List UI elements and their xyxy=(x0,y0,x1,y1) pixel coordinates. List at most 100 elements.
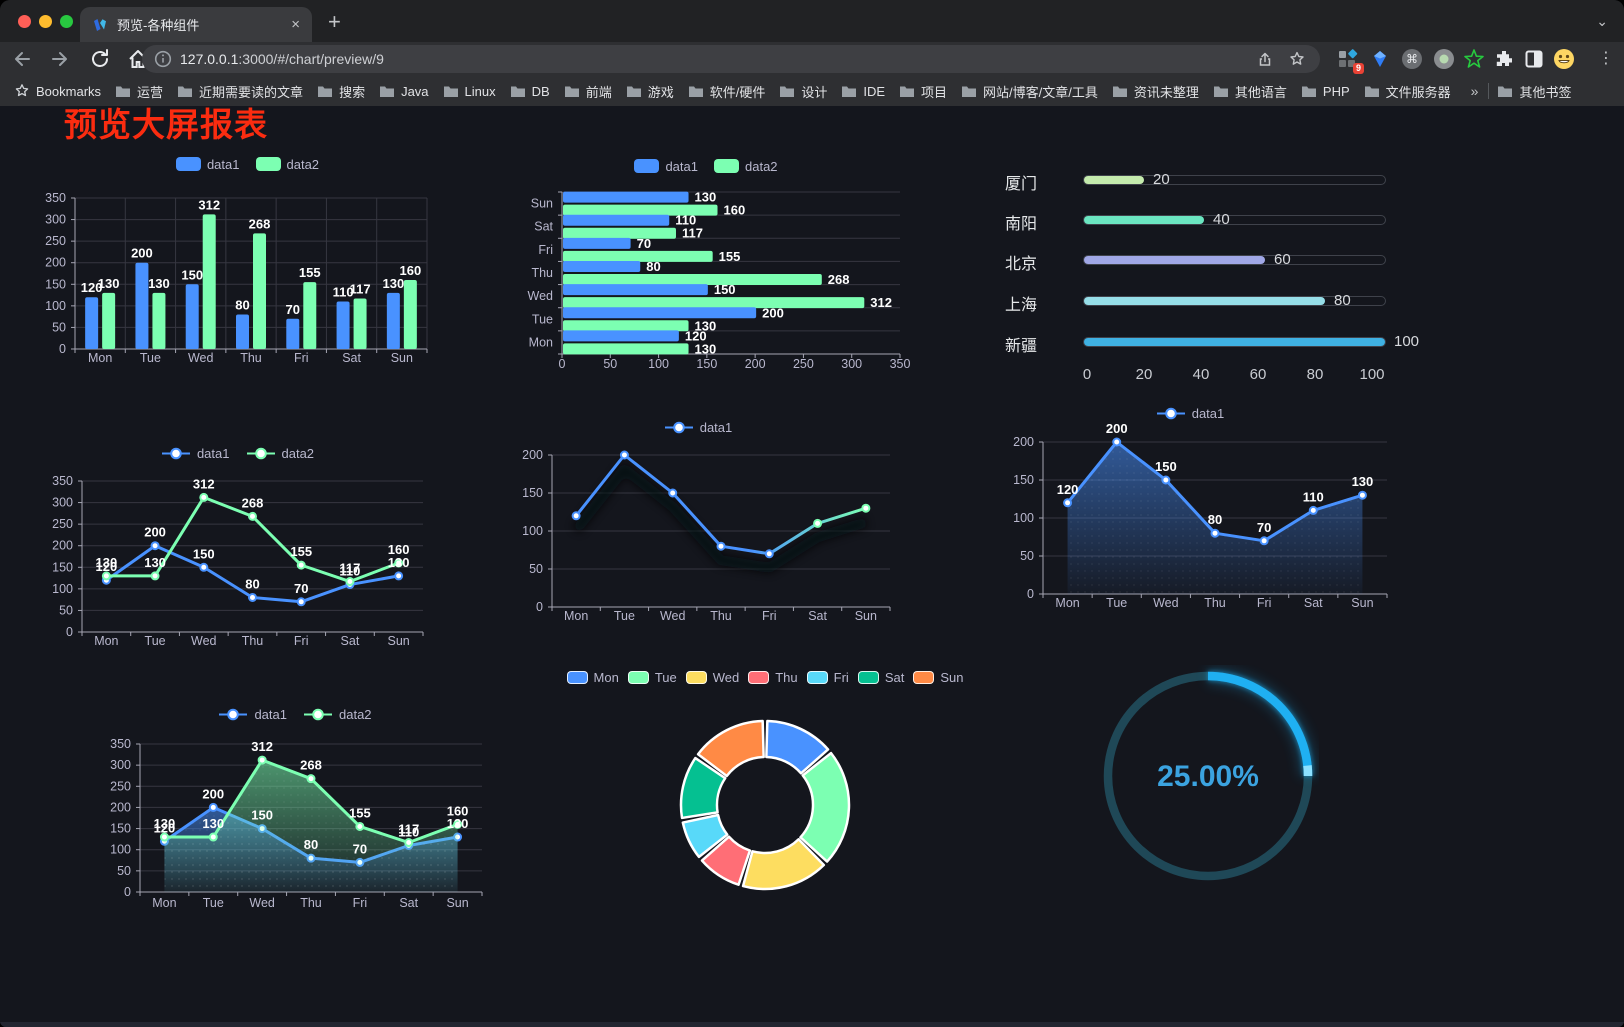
extension-dark-mode-icon[interactable] xyxy=(1522,47,1546,71)
close-window-button[interactable] xyxy=(18,15,31,28)
new-tab-button[interactable]: + xyxy=(328,9,341,34)
progress-label: 厦门 xyxy=(1004,176,1037,193)
svg-text:120: 120 xyxy=(685,328,707,343)
bookmark-folder[interactable]: 软件/硬件 xyxy=(688,82,765,101)
bookmark-folder[interactable]: 前端 xyxy=(564,82,612,101)
bookmark-folder[interactable]: 其他语言 xyxy=(1213,82,1287,101)
svg-text:Wed: Wed xyxy=(660,609,686,623)
legend-item[interactable]: data2 xyxy=(303,707,372,722)
chart-gauge[interactable]: 25.00% xyxy=(1097,665,1319,887)
bookmark-folder[interactable]: 游戏 xyxy=(626,82,674,101)
browser-menu-icon[interactable]: ⋮ xyxy=(1598,50,1614,67)
legend-item[interactable]: data2 xyxy=(714,159,778,174)
bookmark-folder[interactable]: 运营 xyxy=(115,82,163,101)
legend-item[interactable]: Thu xyxy=(748,670,798,685)
chart-line-area-double[interactable]: data1 data2 0 50 100 150 200 250 300 350 Mon Tue Wed… xyxy=(100,705,490,913)
svg-text:Sun: Sun xyxy=(388,634,410,648)
legend-item[interactable]: Sun xyxy=(913,670,963,685)
progress-value: 60 xyxy=(1274,251,1291,268)
legend-item[interactable]: Tue xyxy=(627,670,677,685)
svg-text:130: 130 xyxy=(695,190,717,205)
share-icon[interactable] xyxy=(1256,50,1274,68)
extensions-puzzle-icon[interactable] xyxy=(1492,47,1516,71)
other-bookmarks-folder[interactable]: 其他书签 xyxy=(1497,82,1571,101)
svg-text:100: 100 xyxy=(52,582,73,596)
other-bookmarks-label: 其他书签 xyxy=(1519,84,1572,100)
chart-bar-horizontal[interactable]: data1 data2 0 50 100 150 200 250 300 350 Sun 130 160… xyxy=(500,157,912,373)
reload-button[interactable] xyxy=(88,47,112,71)
extension-emoji-icon[interactable] xyxy=(1552,47,1576,71)
forward-button[interactable] xyxy=(48,47,72,71)
browser-tab[interactable]: 预览-各种组件 × xyxy=(80,7,312,42)
svg-text:200: 200 xyxy=(762,305,784,320)
progress-row: 北京 60 xyxy=(985,250,1420,273)
bookmark-folder[interactable]: IDE xyxy=(841,84,885,99)
extension-command-icon[interactable]: ⌘ xyxy=(1400,47,1424,71)
bookmark-folder-label: 近期需要读的文章 xyxy=(199,84,304,100)
bookmark-folder[interactable]: DB xyxy=(510,84,550,99)
bookmark-folder[interactable]: 设计 xyxy=(779,82,827,101)
progress-row: 厦门 20 xyxy=(985,170,1420,193)
legend-item[interactable]: Mon xyxy=(566,670,619,685)
site-info-icon[interactable] xyxy=(154,50,172,68)
svg-text:150: 150 xyxy=(110,822,131,836)
bookmarks-manager[interactable]: Bookmarks xyxy=(14,83,101,99)
bookmark-folder-label: 其他语言 xyxy=(1234,84,1287,100)
bookmark-folder[interactable]: PHP xyxy=(1301,84,1350,99)
legend-item[interactable]: data1 xyxy=(161,446,230,461)
legend-item[interactable]: data1 xyxy=(1156,406,1224,421)
bookmark-folder[interactable]: 资讯未整理 xyxy=(1112,82,1199,101)
back-button[interactable] xyxy=(10,47,34,71)
bookmark-folder[interactable]: 搜索 xyxy=(317,82,365,101)
window-bottom-edge xyxy=(0,1022,1624,1027)
bookmark-folder-label: PHP xyxy=(1322,83,1350,99)
svg-text:110: 110 xyxy=(675,213,696,228)
minimize-window-button[interactable] xyxy=(39,15,52,28)
legend-item[interactable]: data2 xyxy=(246,446,314,461)
svg-text:268: 268 xyxy=(828,272,850,287)
svg-text:50: 50 xyxy=(529,562,543,576)
address-bar[interactable]: 127.0.0.1:3000/#/chart/preview/9 xyxy=(142,45,1320,73)
chart-line-gradient[interactable]: data1 0 50 100 150 200 Mon Tue Wed Thu Fri Sat Sun xyxy=(498,418,898,626)
legend-item[interactable]: data1 xyxy=(218,707,287,722)
bookmark-folder[interactable]: 近期需要读的文章 xyxy=(177,82,303,101)
chart-line-area[interactable]: data1 0 50 100 150 200 Mon Tue Wed Thu Fri Sat Sun 12… xyxy=(985,404,1395,612)
bookmark-folder[interactable]: 文件服务器 xyxy=(1364,82,1451,101)
legend-item[interactable]: data1 xyxy=(664,420,732,435)
zoom-window-button[interactable] xyxy=(60,15,73,28)
folder-icon xyxy=(178,86,193,97)
legend-item[interactable]: data2 xyxy=(255,157,319,172)
progress-track xyxy=(1083,215,1386,225)
legend-item[interactable]: data1 xyxy=(634,159,698,174)
legend-item[interactable]: Fri xyxy=(806,670,849,685)
progress-row: 南阳 40 xyxy=(985,210,1420,233)
extension-dot-icon[interactable] xyxy=(1432,47,1456,71)
folder-icon xyxy=(688,86,703,97)
tab-search-chevron-icon[interactable]: ⌄ xyxy=(1596,13,1608,29)
chart-progress-bars[interactable]: 厦门 20 南阳 40 北京 60 上海 80 新疆 100 0 20 40 60 80 100 xyxy=(985,160,1420,392)
bookmark-star-icon[interactable] xyxy=(1288,50,1306,68)
bookmark-folder[interactable]: 项目 xyxy=(899,82,947,101)
folder-icon xyxy=(626,86,641,97)
bookmark-folder[interactable]: 网站/博客/文章/工具 xyxy=(961,82,1098,101)
chart-donut[interactable]: Mon Tue Wed Thu Fri Sat Sun xyxy=(565,668,965,900)
svg-text:70: 70 xyxy=(286,302,300,317)
extension-green-star-icon[interactable] xyxy=(1462,47,1486,71)
svg-text:150: 150 xyxy=(696,357,717,371)
chart-line-basic[interactable]: data1 data2 0 50 100 150 200 250 300 350 Mon Tue Wed… xyxy=(45,444,430,652)
svg-text:70: 70 xyxy=(1257,520,1271,535)
bookmarks-overflow-chevron[interactable]: » xyxy=(1470,83,1479,99)
bookmark-folder[interactable]: Linux xyxy=(443,84,496,99)
extension-gem-icon[interactable] xyxy=(1368,47,1392,71)
legend-item[interactable]: Sat xyxy=(857,670,904,685)
tab-close-icon[interactable]: × xyxy=(291,16,300,33)
bookmark-folder-label: 项目 xyxy=(921,84,948,100)
legend-item[interactable]: Wed xyxy=(685,670,739,685)
chart-bar-grouped[interactable]: data1 data2 0 50 100 150 200 250 300 350 Mon Tue Wed… xyxy=(40,155,455,367)
svg-text:300: 300 xyxy=(841,357,862,371)
svg-text:312: 312 xyxy=(193,476,215,491)
page-content: 预览大屏报表 data1 data2 0 50 100 150 200 250 300 350 Mo… xyxy=(0,106,1624,1022)
extension-grid-icon[interactable]: 9 xyxy=(1336,47,1364,74)
bookmark-folder[interactable]: Java xyxy=(379,84,429,99)
legend-item[interactable]: data1 xyxy=(175,157,240,172)
